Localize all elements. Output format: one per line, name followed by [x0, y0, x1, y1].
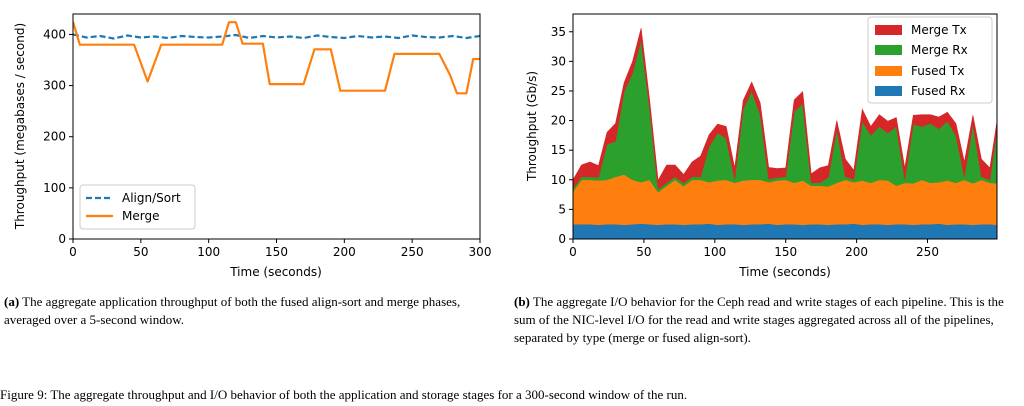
x-tick-label: 200: [333, 245, 356, 259]
chart-a-plot-area: [73, 21, 480, 95]
series-line-merge: [73, 21, 480, 95]
x-tick-label: 200: [845, 245, 868, 259]
caption-a-label: (a): [4, 294, 20, 309]
y-tick-label: 30: [551, 54, 566, 68]
y-tick-label: 25: [551, 84, 566, 98]
legend-swatch-merge-tx: [875, 25, 902, 35]
legend-swatch-merge-rx: [875, 45, 902, 55]
chart-a-legend: Align/Sort Merge: [79, 184, 196, 230]
chart-b-frame: [572, 13, 998, 240]
x-tick-label: 100: [197, 245, 220, 259]
legend-label-align-sort: Align/Sort: [122, 191, 181, 205]
caption-b-text: The aggregate I/O behavior for the Ceph …: [514, 294, 1004, 345]
chart-b-plot-area: [573, 28, 997, 239]
chart-a-y-ticks: 0 100 200 300 400: [43, 27, 73, 246]
chart-a-x-axis-label: Time (seconds): [229, 265, 322, 279]
x-tick-label: 0: [569, 245, 577, 259]
chart-b-y-ticks: 0 5 10 15 20 25 30 35: [551, 25, 573, 246]
caption-b-label: (b): [514, 294, 530, 309]
legend-swatch-fused-tx: [875, 66, 902, 76]
y-tick-label: 35: [551, 25, 566, 39]
y-tick-label: 5: [558, 202, 566, 216]
chart-a-x-ticks: 0 50 100 150 200 250 300: [69, 239, 491, 259]
legend-swatch-fused-rx: [875, 86, 902, 96]
x-tick-label: 250: [916, 245, 939, 259]
legend-label-merge-rx: Merge Rx: [911, 43, 968, 57]
y-tick-label: 100: [43, 181, 66, 195]
y-tick-label: 0: [58, 232, 66, 246]
chart-b-legend: Merge Tx Merge Rx Fused Tx Fused Rx: [867, 16, 993, 104]
caption-a-text: The aggregate application throughput of …: [4, 294, 461, 327]
chart-b-x-axis-label: Time (seconds): [738, 265, 831, 279]
series-area-merge-tx: [573, 28, 997, 190]
legend-label-merge: Merge: [122, 209, 159, 223]
y-tick-label: 15: [551, 143, 566, 157]
caption-a: (a) The aggregate application throughput…: [4, 293, 509, 329]
chart-a-series-group: [73, 21, 480, 95]
y-tick-label: 300: [43, 79, 66, 93]
chart-b: 0 50 100 150 200 250 0 5 10 15 20 25 30 35 Time (sec…: [525, 13, 998, 279]
chart-a-y-axis-label: Throughput (megabases / second): [13, 23, 27, 230]
y-tick-label: 200: [43, 130, 66, 144]
x-tick-label: 150: [774, 245, 797, 259]
x-tick-label: 100: [703, 245, 726, 259]
x-tick-label: 250: [401, 245, 424, 259]
legend-label-fused-rx: Fused Rx: [911, 84, 965, 98]
chart-b-legend-box: [867, 16, 993, 104]
x-tick-label: 50: [133, 245, 148, 259]
x-tick-label: 150: [265, 245, 288, 259]
legend-label-fused-tx: Fused Tx: [911, 64, 964, 78]
chart-a-legend-box: [79, 184, 196, 230]
y-tick-label: 10: [551, 173, 566, 187]
y-tick-label: 20: [551, 114, 566, 128]
chart-a: 0 50 100 150 200 250 300 0 100 200 300 400 Time (s…: [13, 13, 491, 279]
x-tick-label: 300: [469, 245, 492, 259]
y-tick-label: 0: [558, 232, 566, 246]
x-tick-label: 50: [636, 245, 651, 259]
figure-caption: Figure 9: The aggregate throughput and I…: [0, 387, 688, 402]
chart-b-series-group: [573, 28, 997, 239]
y-tick-label: 400: [43, 27, 66, 41]
x-tick-label: 0: [69, 245, 77, 259]
caption-b: (b) The aggregate I/O behavior for the C…: [514, 293, 1014, 347]
legend-label-merge-tx: Merge Tx: [911, 23, 967, 37]
series-line-align-sort: [73, 33, 480, 40]
chart-b-y-axis-label: Throughput (Gb/s): [525, 71, 539, 182]
series-area-fused-rx: [573, 223, 997, 239]
chart-b-x-ticks: 0 50 100 150 200 250: [569, 239, 939, 259]
